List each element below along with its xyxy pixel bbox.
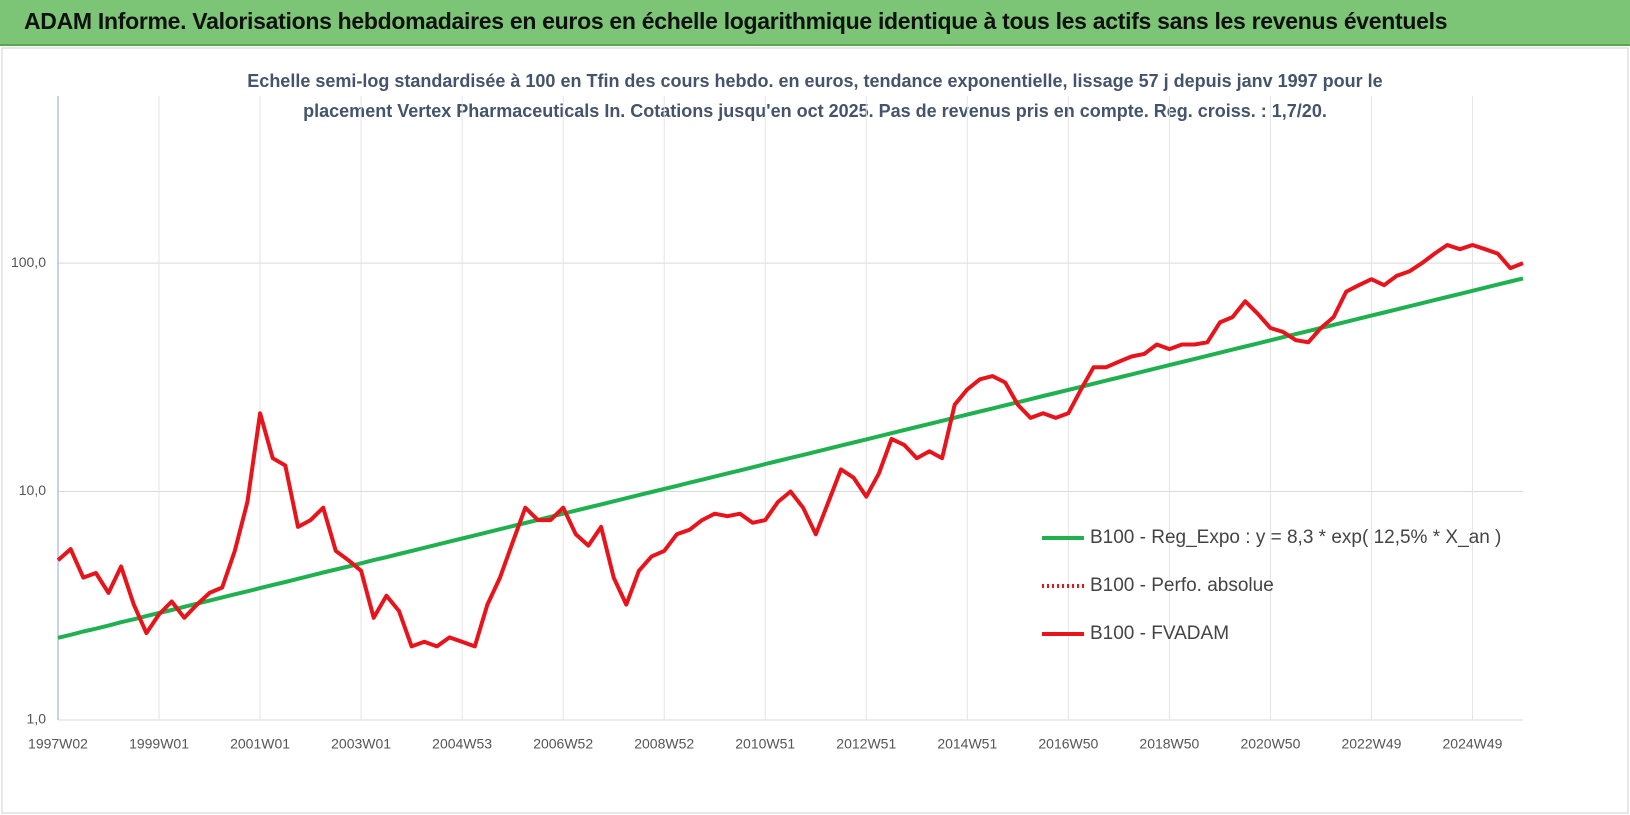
x-tick-label: 2008W52 [634, 736, 694, 752]
chart-title: placement Vertex Pharmaceuticals In. Cot… [303, 101, 1327, 121]
x-tick-label: 2024W49 [1443, 736, 1503, 752]
header-bar: ADAM Informe. Valorisations hebdomadaire… [0, 0, 1630, 46]
y-tick-label: 10,0 [19, 482, 46, 498]
x-tick-label: 2006W52 [533, 736, 593, 752]
x-tick-label: 2018W50 [1139, 736, 1199, 752]
x-tick-label: 2014W51 [937, 736, 997, 752]
y-tick-label: 1,0 [27, 711, 47, 727]
legend-label: B100 - Reg_Expo : y = 8,3 * exp( 12,5% *… [1090, 527, 1501, 548]
x-tick-label: 2003W01 [331, 736, 391, 752]
legend-label: B100 - Perfo. absolue [1090, 575, 1274, 596]
header-title: ADAM Informe. Valorisations hebdomadaire… [24, 8, 1448, 34]
x-tick-label: 2001W01 [230, 736, 290, 752]
x-tick-label: 2022W49 [1341, 736, 1401, 752]
chart: Echelle semi-log standardisée à 100 en T… [1, 47, 1629, 814]
x-tick-label: 1997W02 [28, 736, 88, 752]
x-tick-label: 2020W50 [1240, 736, 1300, 752]
series-line [57, 276, 1524, 640]
x-tick-label: 1999W01 [129, 736, 189, 752]
x-tick-label: 2016W50 [1038, 736, 1098, 752]
legend-label: B100 - FVADAM [1090, 623, 1229, 644]
x-tick-label: 2012W51 [836, 736, 896, 752]
x-tick-label: 2010W51 [735, 736, 795, 752]
chart-title: Echelle semi-log standardisée à 100 en T… [247, 71, 1382, 91]
y-tick-label: 100,0 [11, 254, 46, 270]
chart-frame [1, 47, 1629, 814]
series-line [56, 243, 1524, 649]
x-tick-label: 2004W53 [432, 736, 492, 752]
